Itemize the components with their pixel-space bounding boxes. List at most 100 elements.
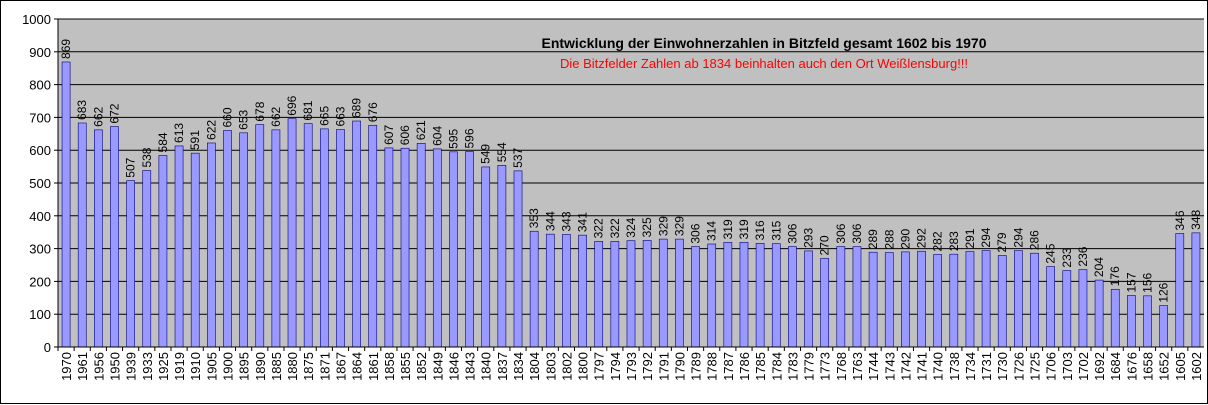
bar [771,243,781,348]
data-label: 584 [156,132,170,152]
data-label: 538 [140,147,154,167]
x-tick-label: 1783 [785,352,800,381]
data-label: 672 [107,103,121,123]
bar [1143,295,1152,348]
data-label: 595 [446,128,460,148]
x-tick-label: 1804 [527,352,542,381]
x-tick-label: 1880 [285,352,300,381]
x-tick-label: 1970 [59,352,74,381]
y-axis-ticks: 0 100 200 300 400 500 600 700 800 900 1000 [22,12,58,355]
x-tick-label: 1895 [237,352,252,381]
data-label: 270 [818,235,832,255]
bar [529,230,539,348]
bar [513,170,523,348]
data-label: 306 [785,223,799,243]
data-label: 315 [769,220,783,240]
x-tick-label: 1794 [608,352,623,381]
x-tick-label: 1726 [1011,352,1026,381]
bar [788,246,797,348]
x-tick-label: 1605 [1173,352,1188,381]
bar [1078,269,1088,348]
bar [94,129,103,348]
data-label: 290 [898,229,912,249]
bar [416,143,426,348]
bar [901,251,910,348]
bars [61,61,1201,348]
data-label: 279 [995,232,1009,252]
bar [481,166,491,348]
bar [917,250,926,348]
data-label: 325 [640,217,654,237]
data-label: 653 [237,109,251,129]
data-label: 289 [866,229,880,249]
bar [449,151,458,348]
bar [190,152,200,348]
bar [368,124,378,348]
data-label: 604 [430,126,444,146]
x-tick-label: 1788 [705,352,720,381]
x-tick-label: 1846 [446,352,461,381]
x-tick-label: 1730 [995,352,1010,381]
x-tick-label: 1742 [898,352,913,381]
x-tick-label: 1743 [882,352,897,381]
data-label: 662 [91,107,105,127]
x-tick-label: 1786 [737,352,752,381]
x-tick-label: 1803 [543,352,558,381]
data-label: 293 [802,228,816,248]
bar [997,255,1007,348]
bar [1175,233,1185,348]
data-label: 322 [592,218,606,238]
data-label: 689 [350,98,364,118]
data-label: 613 [172,123,186,143]
bar [852,246,862,348]
y-tick-label: 600 [29,143,51,158]
bar [336,129,345,348]
data-label: 306 [689,223,703,243]
data-label: 596 [463,128,477,148]
data-label: 306 [850,223,864,243]
data-label: 343 [559,211,573,231]
y-tick-label: 0 [44,340,51,355]
data-label: 606 [398,125,412,145]
bar [610,241,620,348]
data-label: 329 [672,216,686,236]
x-tick-label: 1791 [656,352,671,381]
x-tick-label: 1779 [802,352,817,381]
bar [319,128,329,348]
x-tick-label: 1725 [1028,352,1043,381]
data-label: 683 [75,100,89,120]
data-label: 314 [705,221,719,241]
x-tick-label: 1910 [188,352,203,381]
x-tick-label: 1900 [220,352,235,381]
data-label: 549 [479,144,493,164]
bar [594,241,604,348]
bar [642,240,652,348]
data-label: 233 [1060,247,1074,267]
x-tick-label: 1784 [769,352,784,381]
x-tick-label: 1703 [1060,352,1075,381]
bar [739,242,749,348]
x-tick-label: 1961 [75,352,90,381]
bar [432,148,442,348]
data-label: 324 [624,217,638,237]
bar [287,118,297,348]
x-tick-label: 1885 [269,352,284,381]
bar [1127,295,1136,348]
data-label: 294 [1011,227,1025,247]
data-label: 319 [737,219,751,239]
bar [965,251,975,348]
x-tick-label: 1744 [866,352,881,381]
x-tick-label: 1925 [156,352,171,381]
bar [303,123,313,348]
x-tick-label: 1867 [333,352,348,381]
bar [126,180,135,348]
data-label: 157 [1124,272,1138,292]
data-label: 319 [721,219,735,239]
data-label: 306 [834,223,848,243]
bar [1014,250,1023,348]
y-tick-label: 400 [29,209,51,224]
bar [465,151,474,348]
bar [1094,279,1104,348]
data-label: 663 [333,106,347,126]
x-tick-label: 1849 [430,352,445,381]
